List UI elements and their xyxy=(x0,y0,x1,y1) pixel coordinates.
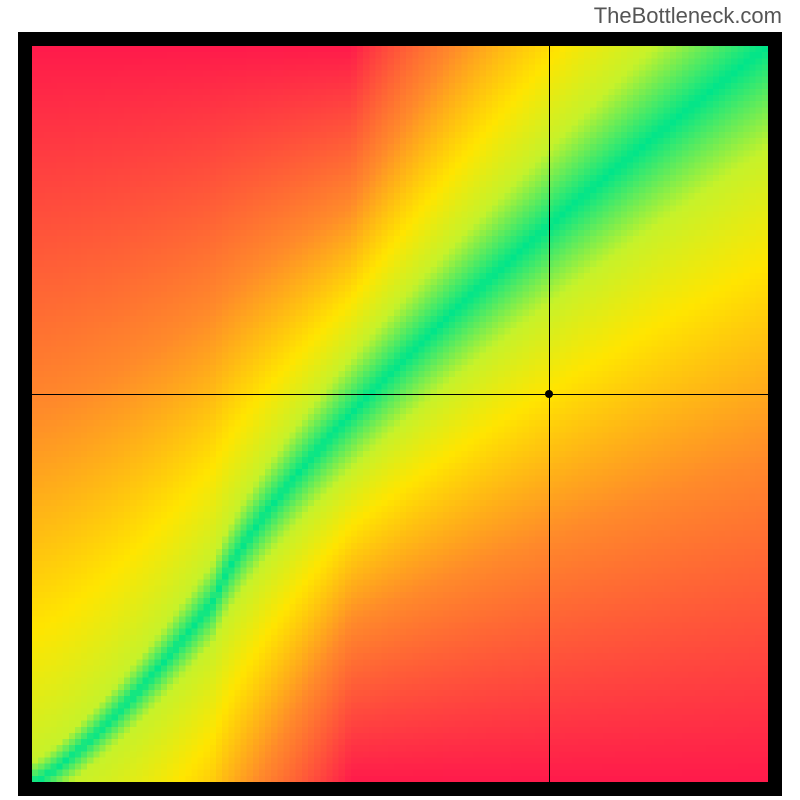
crosshair-horizontal xyxy=(32,394,768,395)
attribution-text: TheBottleneck.com xyxy=(594,3,782,29)
chart-container: TheBottleneck.com xyxy=(0,0,800,800)
crosshair-vertical xyxy=(549,46,550,782)
heatmap-canvas xyxy=(32,46,768,782)
